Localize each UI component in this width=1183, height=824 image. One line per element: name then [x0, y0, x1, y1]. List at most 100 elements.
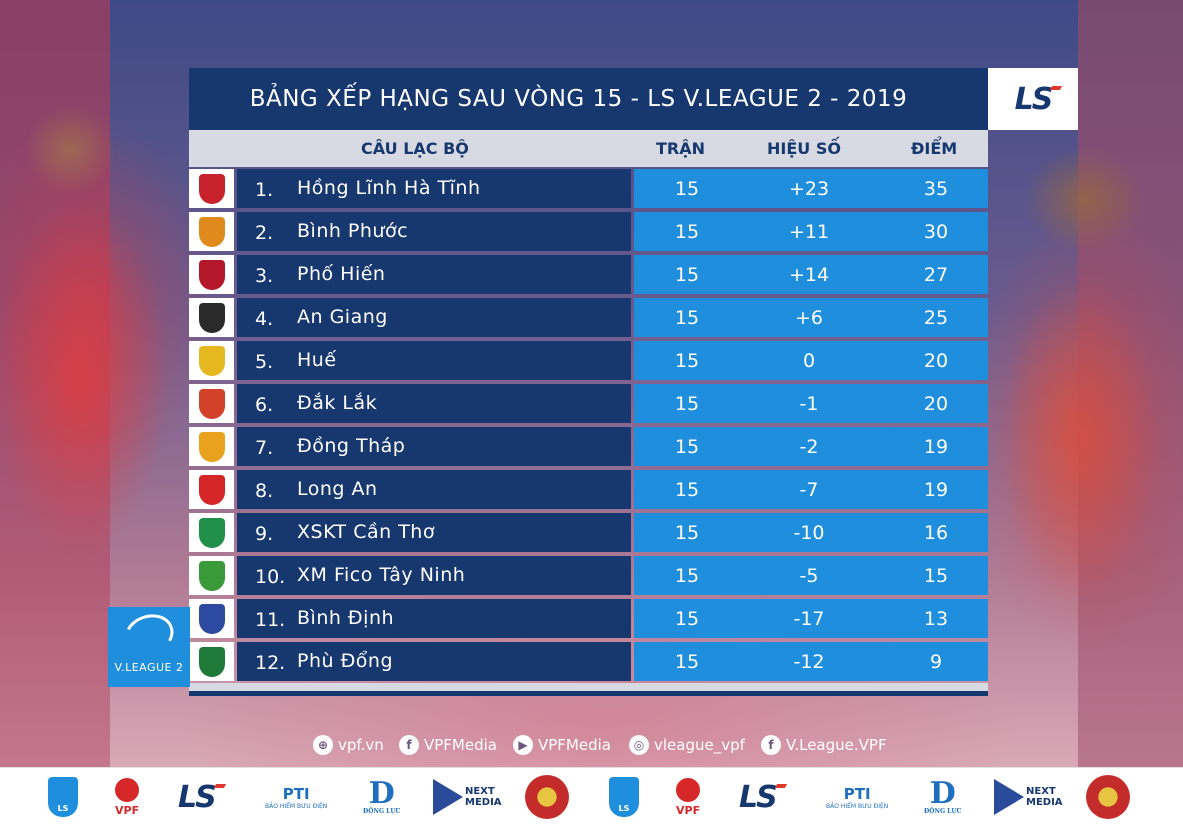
matches-played: 15	[674, 608, 700, 630]
club-name-cell: 7. Đồng Tháp	[237, 427, 631, 466]
social-label: VPFMedia	[424, 736, 497, 754]
goal-difference: -10	[793, 522, 825, 544]
header-club: CÂU LẠC BỘ	[361, 139, 469, 158]
club-name-cell: 8. Long An	[237, 470, 631, 509]
social-link[interactable]: ▶ VPFMedia	[513, 735, 611, 755]
club-name-cell: 3. Phố Hiến	[237, 255, 631, 294]
matches-played: 15	[674, 436, 700, 458]
vpf-label: VPF	[676, 803, 701, 817]
social-link[interactable]: ⊕ vpf.vn	[313, 735, 384, 755]
club-name: Bình Phước	[297, 220, 409, 242]
rank: 7.	[255, 437, 274, 459]
table-row: 3. Phố Hiến 15 +14 27	[189, 253, 988, 296]
sponsor-bar: LS VPF LS PTI BẢO HIỂM BƯU ĐIỆN D ĐỘNG LỰC…	[0, 767, 1183, 824]
page-title: BẢNG XẾP HẠNG SAU VÒNG 15 - LS V.LEAGUE …	[249, 86, 908, 112]
points: 15	[923, 565, 949, 587]
dongluc-sponsor-logo: D ĐỘNG LỰC	[363, 775, 400, 819]
club-badge-icon	[198, 603, 225, 634]
points: 19	[923, 436, 949, 458]
rank: 2.	[255, 222, 274, 244]
table-row: 9. XSKT Cần Thơ 15 -10 16	[189, 511, 988, 554]
table-row: 2. Bình Phước 15 +11 30	[189, 210, 988, 253]
vleague-swirl-icon	[118, 607, 180, 663]
goal-difference: +23	[788, 178, 830, 200]
ls-sponsor-logo: LS	[739, 775, 787, 819]
nextmedia-sponsor-logo: NEXT MEDIA	[433, 775, 502, 819]
social-link[interactable]: ◎ vleague_vpf	[629, 735, 745, 755]
rank: 3.	[255, 265, 274, 287]
ls-label: LS	[178, 779, 217, 815]
stats-cell: 15 -2 19	[634, 427, 988, 466]
rank: 8.	[255, 480, 274, 502]
social-label: VPFMedia	[538, 736, 611, 754]
points: 25	[923, 307, 949, 329]
club-logo-cell	[189, 384, 234, 423]
seal-sponsor-logo	[525, 775, 569, 819]
club-name-cell: 9. XSKT Cần Thơ	[237, 513, 631, 552]
club-name-cell: 12. Phù Đổng	[237, 642, 631, 681]
social-link[interactable]: f V.League.VPF	[761, 735, 887, 755]
dongluc-sponsor-logo: D ĐỘNG LỰC	[924, 775, 961, 819]
club-name: XM Fico Tây Ninh	[297, 564, 466, 586]
stats-cell: 15 0 20	[634, 341, 988, 380]
club-name: Đồng Tháp	[297, 435, 406, 457]
goal-difference: 0	[802, 350, 816, 372]
rank: 1.	[255, 179, 274, 201]
club-name: Bình Định	[297, 607, 395, 629]
dl-label: D	[368, 776, 395, 811]
club-badge-icon	[198, 517, 225, 548]
club-badge-icon	[198, 216, 225, 247]
matches-played: 15	[674, 264, 700, 286]
points: 20	[923, 350, 949, 372]
youtube-icon: ▶	[513, 735, 533, 755]
club-name: XSKT Cần Thơ	[297, 521, 435, 543]
ls-logo: LS	[1015, 82, 1063, 117]
table-row: 5. Huế 15 0 20	[189, 339, 988, 382]
club-badge-icon	[198, 646, 225, 677]
globe-icon: ⊕	[313, 735, 333, 755]
table-row: 6. Đắk Lắk 15 -1 20	[189, 382, 988, 425]
header-played: TRẬN	[656, 139, 706, 158]
club-name-cell: 11. Bình Định	[237, 599, 631, 638]
ls-sponsor-logo: LS	[178, 775, 226, 819]
next-label: NEXT	[1026, 786, 1056, 797]
stats-cell: 15 +14 27	[634, 255, 988, 294]
dl-sub: ĐỘNG LỰC	[924, 808, 962, 815]
pti-label: PTI	[282, 784, 310, 803]
club-logo-cell	[189, 341, 234, 380]
club-name-cell: 1. Hồng Lĩnh Hà Tĩnh	[237, 169, 631, 208]
table-row: 7. Đồng Tháp 15 -2 19	[189, 425, 988, 468]
club-name-cell: 2. Bình Phước	[237, 212, 631, 251]
club-logo-cell	[189, 298, 234, 337]
player-left-image	[0, 60, 190, 660]
vpf-ball-icon	[115, 777, 140, 802]
goal-difference: -5	[799, 565, 819, 587]
vleague-shield-icon: LS	[48, 777, 78, 817]
points: 20	[923, 393, 949, 415]
club-badge-icon	[198, 388, 225, 419]
club-logo-cell	[189, 599, 234, 638]
rank: 4.	[255, 308, 274, 330]
social-link[interactable]: f VPFMedia	[399, 735, 497, 755]
seal-sponsor-logo	[1086, 775, 1130, 819]
ls-logo-box: LS	[988, 68, 1078, 130]
matches-played: 15	[674, 178, 700, 200]
goal-difference: -7	[799, 479, 819, 501]
matches-played: 15	[674, 651, 700, 673]
nextmedia-arrow-icon	[433, 779, 463, 815]
rank: 10.	[255, 566, 286, 588]
goal-difference: -2	[799, 436, 819, 458]
matches-played: 15	[674, 221, 700, 243]
facebook-icon: f	[761, 735, 781, 755]
stats-cell: 15 -7 19	[634, 470, 988, 509]
social-label: vleague_vpf	[654, 736, 745, 754]
vleague-logo-text: V.LEAGUE 2	[114, 661, 184, 674]
seal-icon	[525, 775, 569, 819]
media-label: MEDIA	[1026, 797, 1063, 808]
club-name-cell: 10. XM Fico Tây Ninh	[237, 556, 631, 595]
club-name: Đắk Lắk	[297, 392, 378, 414]
goal-difference: +11	[788, 221, 830, 243]
goal-difference: +6	[794, 307, 823, 329]
club-name: Huế	[297, 349, 337, 371]
club-badge-icon	[198, 302, 225, 333]
